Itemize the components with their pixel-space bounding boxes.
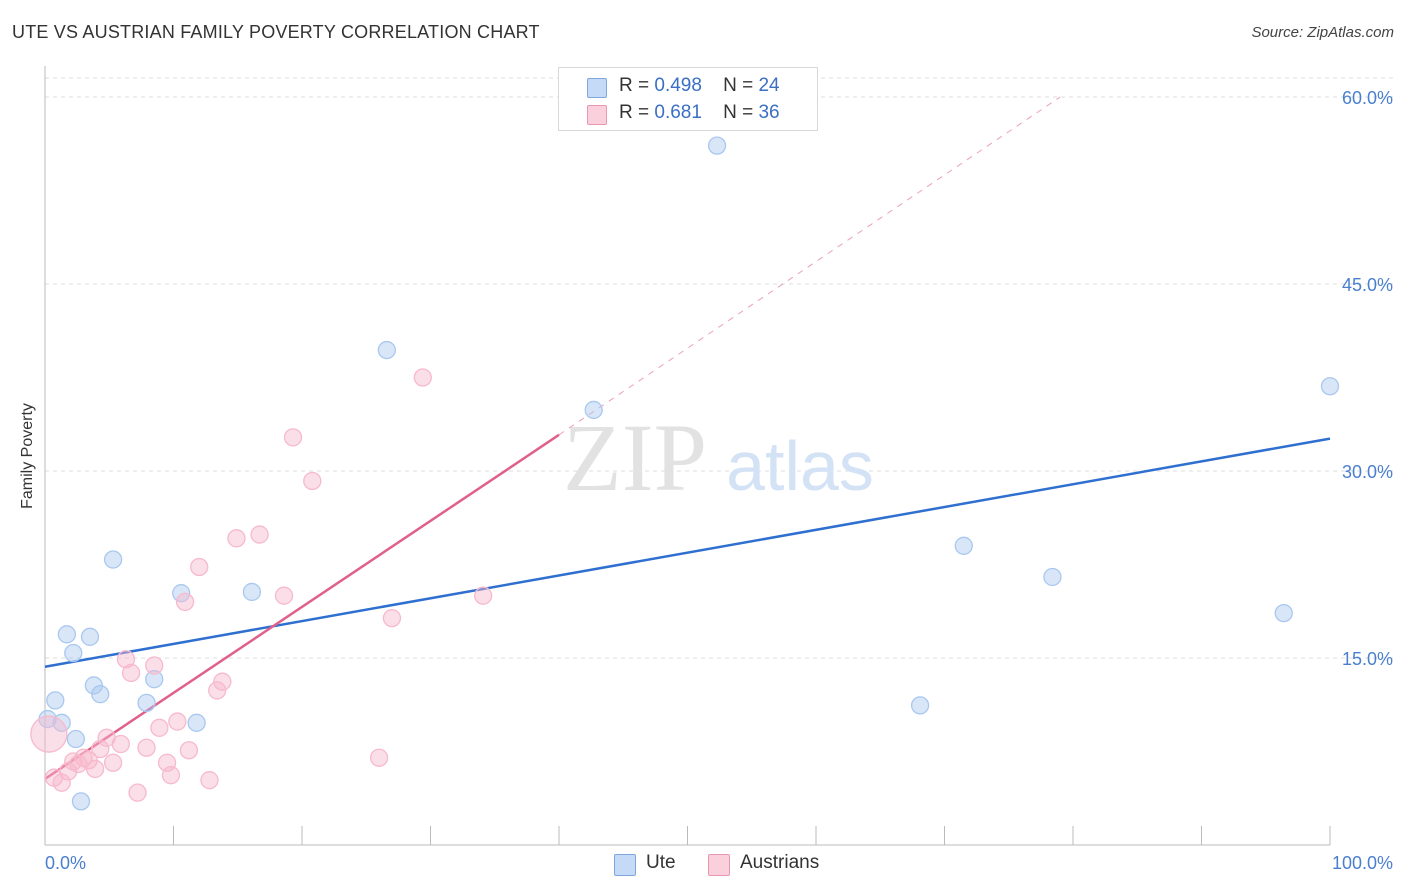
ute-point [242, 582, 262, 602]
y-tick-label: 30.0% [1342, 462, 1393, 482]
r-value: 0.498 [654, 75, 702, 96]
trend-line [44, 433, 560, 780]
tick-labels: 15.0% 30.0% 45.0% 60.0% 0.0% 100.0% [45, 88, 1393, 873]
n-label: N = [723, 75, 754, 96]
r-label: R = [619, 75, 650, 96]
data-points [30, 136, 1340, 811]
ute-point [66, 729, 85, 749]
ute-point [1274, 603, 1293, 623]
watermark-zip: ZIP [563, 404, 707, 511]
ute-point [584, 400, 603, 420]
austrians-point [145, 656, 164, 675]
r-label: R = [619, 102, 650, 123]
austrians-point [179, 741, 199, 760]
y-tick-label: 60.0% [1342, 88, 1393, 108]
austrians-point [85, 759, 105, 779]
austrians-point [91, 739, 110, 759]
austrians-point [413, 368, 432, 387]
r-value: 0.681 [654, 102, 702, 123]
austrians-point [369, 748, 389, 767]
ute-swatch [587, 78, 607, 98]
axes [44, 66, 1331, 846]
austrians-point [161, 766, 181, 785]
trend-lines [44, 96, 1331, 780]
n-value: 24 [758, 75, 780, 96]
austrians-point [137, 738, 156, 757]
trend-line [44, 437, 1331, 668]
chart-title: UTE VS AUSTRIAN FAMILY POVERTY CORRELATI… [12, 22, 540, 42]
austrians-point [111, 734, 130, 754]
x-tick-label: 0.0% [45, 853, 86, 873]
austrians-point [58, 762, 78, 781]
ute-point [1320, 377, 1340, 396]
watermark: ZIP atlas [563, 404, 874, 511]
austrians-point [200, 771, 219, 790]
austrians-swatch [708, 854, 730, 876]
stats-legend: R = 0.498 N = 24 R = 0.681 N = 36 [558, 67, 818, 131]
ute-point [187, 713, 206, 732]
bottom-legend-ute-label: Ute [646, 852, 676, 873]
austrians-point [227, 529, 246, 548]
ute-point [377, 340, 396, 360]
austrians-point [213, 672, 232, 691]
austrians-point [283, 428, 303, 447]
austrians-point [52, 773, 71, 792]
ute-point [64, 643, 83, 663]
ute-point [71, 792, 91, 811]
ute-point [46, 691, 65, 710]
austrians-point [30, 715, 68, 753]
ute-point [1043, 567, 1062, 587]
ute-swatch [614, 854, 636, 876]
watermark-atlas: atlas [726, 427, 874, 505]
grid-lines [45, 77, 1393, 659]
austrians-point [116, 650, 136, 669]
ute-point [103, 550, 123, 569]
austrians-point [190, 557, 209, 577]
austrians-point [168, 712, 187, 731]
source-label: Source: ZipAtlas.com [1251, 24, 1394, 41]
trend-extension [558, 96, 1061, 436]
ute-point [910, 696, 930, 715]
legend-text-ute: R = 0.498 N = 24 [619, 75, 780, 97]
n-value: 36 [758, 102, 780, 123]
austrians-point [382, 608, 402, 628]
austrians-point [474, 586, 493, 605]
austrians-point [128, 783, 147, 802]
austrians-point [303, 471, 322, 491]
ute-point [707, 136, 727, 155]
austrians-point [121, 663, 141, 683]
austrians-point [208, 681, 227, 700]
austrians-point [274, 586, 294, 605]
ute-point [954, 536, 973, 555]
y-tick-label: 45.0% [1342, 275, 1393, 295]
legend-text-austrians: R = 0.681 N = 36 [619, 102, 780, 124]
ute-point [145, 670, 164, 689]
austrians-point [175, 592, 195, 612]
bottom-legend-austrians-label: Austrians [740, 852, 820, 873]
austrians-swatch [587, 105, 607, 125]
ute-point [172, 584, 191, 603]
austrians-point [103, 753, 123, 772]
ute-point [80, 627, 100, 646]
n-label: N = [723, 102, 754, 123]
ute-point [57, 625, 76, 644]
x-tick-label: 100.0% [1332, 853, 1393, 873]
ute-point [91, 685, 110, 704]
ute-point [137, 693, 156, 713]
austrians-point [250, 525, 269, 544]
y-tick-label: 15.0% [1342, 649, 1393, 669]
austrians-point [150, 718, 169, 737]
